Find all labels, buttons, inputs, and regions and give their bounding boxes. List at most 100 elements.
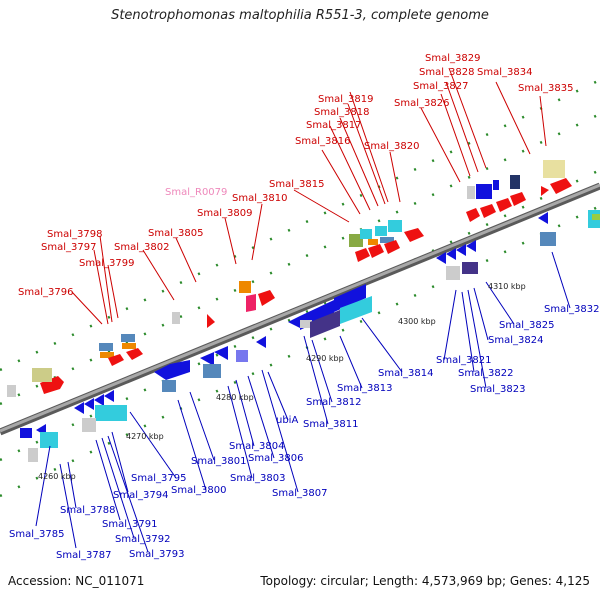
gene-label: Smal_3814 (378, 368, 433, 379)
gene-feature (246, 294, 256, 312)
gene-feature (380, 237, 394, 243)
gene-label: Smal_3822 (458, 368, 513, 379)
gene-feature (550, 178, 572, 194)
gene-label: Smal_3820 (364, 141, 419, 152)
genome-summary-text: Topology: circular; Length: 4,573,969 bp… (260, 574, 590, 588)
gene-feature (493, 180, 499, 190)
gene-feature (462, 262, 478, 274)
gene-feature (28, 448, 38, 462)
gene-feature (207, 314, 215, 328)
gene-label: ubiA (276, 415, 298, 426)
gene-label: Smal_3829 (425, 53, 480, 64)
gene-label: Smal_3811 (303, 419, 358, 430)
forward-gene-labels: Smal_3796 Smal_3797 Smal_3798 Smal_3799 … (18, 53, 573, 298)
gene-feature (466, 208, 480, 222)
gene-feature (40, 432, 58, 448)
gene-feature (334, 284, 366, 312)
gene-feature (592, 214, 600, 220)
gene-label: Smal_3810 (232, 193, 287, 204)
gene-feature (74, 402, 84, 414)
gene-feature (121, 334, 135, 342)
gene-feature (467, 186, 475, 199)
gene-feature (200, 352, 214, 366)
gene-feature (538, 212, 548, 224)
gene-label: Smal_3813 (337, 383, 392, 394)
gene-feature (256, 336, 266, 348)
gene-feature (480, 204, 496, 218)
reverse-gene-labels: Smal_3785 Smal_3787 Smal_3788 Smal_3791 … (9, 304, 599, 561)
gene-feature (375, 226, 387, 236)
gene-label: Smal_3787 (56, 550, 111, 561)
forward-leader-lines (71, 67, 547, 325)
gene-feature (162, 380, 176, 392)
gene-feature (126, 348, 143, 360)
gene-label: Smal_3826 (394, 98, 449, 109)
gene-feature (100, 352, 114, 358)
gene-feature (203, 364, 221, 378)
gene-feature (510, 192, 526, 206)
gene-feature (104, 390, 114, 402)
gene-feature (95, 405, 127, 421)
gene-feature (288, 316, 300, 328)
gene-feature (384, 240, 400, 254)
gene-feature (388, 220, 402, 232)
tick-label: 4290 kbp (306, 354, 344, 363)
gene-feature (214, 346, 228, 360)
gene-label: Smal_3794 (113, 490, 168, 501)
gene-feature (540, 232, 556, 246)
gene-feature (368, 244, 384, 258)
gene-label: Smal_3828 (419, 67, 474, 78)
gene-label: Smal_3823 (470, 384, 525, 395)
gene-feature (496, 198, 512, 212)
reverse-leader-lines (35, 251, 571, 553)
gene-feature (300, 320, 312, 328)
gene-feature (541, 186, 549, 196)
gene-label: Smal_3798 (47, 229, 102, 240)
gene-label: Smal_3804 (229, 441, 284, 452)
gene-label: Smal_3792 (115, 534, 170, 545)
gene-label: Smal_3803 (230, 473, 285, 484)
gene-label: Smal_3805 (148, 228, 203, 239)
gene-feature (446, 266, 460, 280)
gene-label: Smal_3795 (131, 473, 186, 484)
gene-label: Smal_3788 (60, 505, 115, 516)
gene-label: Smal_3825 (499, 320, 554, 331)
gene-label: Smal_3832 (544, 304, 599, 315)
accession-text: Accession: NC_011071 (8, 574, 145, 588)
gene-feature (84, 398, 94, 410)
gene-label: Smal_3800 (171, 485, 226, 496)
genome-title: Stenotrophomonas maltophilia R551-3, com… (111, 8, 489, 23)
gene-feature (446, 248, 456, 260)
gene-feature (40, 376, 64, 394)
gene-label: Smal_3793 (129, 549, 184, 560)
gene-label: Smal_3785 (9, 529, 64, 540)
gene-feature (7, 385, 16, 397)
gene-feature (476, 184, 492, 199)
gene-label: Smal_3819 (318, 94, 373, 105)
gene-feature (360, 229, 372, 239)
gene-label: Smal_3797 (41, 242, 96, 253)
gene-feature (510, 175, 520, 189)
tick-label: 4280 kbp (216, 393, 254, 402)
gene-feature (456, 244, 466, 256)
gene-label: Smal_3827 (413, 81, 468, 92)
gene-label: Smal_3812 (306, 397, 361, 408)
gene-label: Smal_3835 (518, 83, 573, 94)
gene-label: Smal_R0079 (165, 187, 227, 198)
position-ticks: 4260 kbp 4270 kbp 4280 kbp 4290 kbp 4300… (38, 282, 526, 481)
gene-label: Smal_3799 (79, 258, 134, 269)
gene-feature (122, 343, 136, 349)
gene-label: Smal_3807 (272, 488, 327, 499)
gene-feature (239, 281, 251, 293)
gene-feature (154, 360, 190, 380)
gene-feature (368, 239, 378, 245)
gene-label: Smal_3815 (269, 179, 324, 190)
gene-feature (108, 354, 124, 366)
gene-label: Smal_3806 (248, 453, 303, 464)
tick-label: 4260 kbp (38, 472, 76, 481)
gene-feature (94, 394, 104, 406)
gene-label: Smal_3796 (18, 287, 73, 298)
reverse-strand-genes (20, 210, 600, 462)
gene-feature (466, 240, 476, 252)
